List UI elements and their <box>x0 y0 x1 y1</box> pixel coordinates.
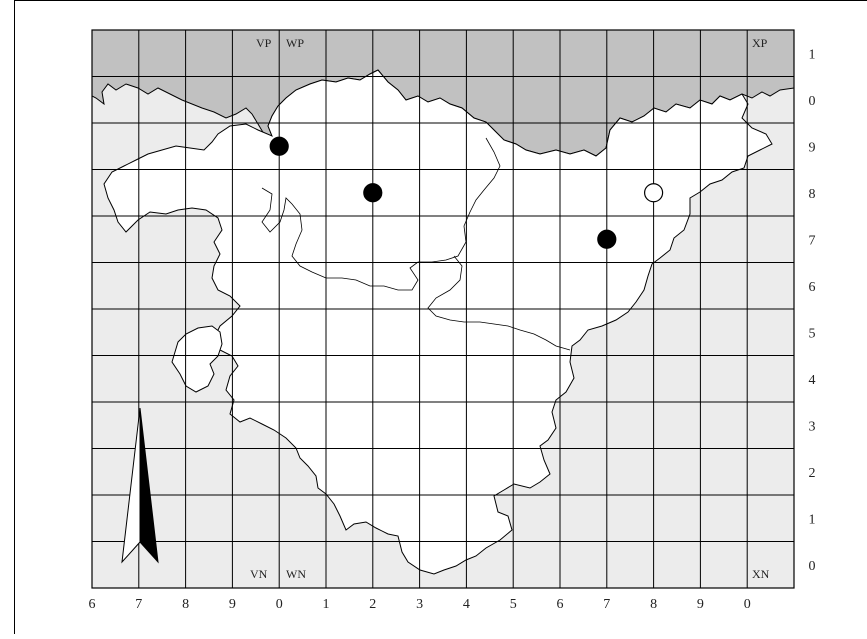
y-axis-label: 7 <box>809 233 816 248</box>
x-axis-label: 0 <box>276 597 283 612</box>
grid-lines <box>92 30 794 588</box>
x-axis-label: 6 <box>557 597 564 612</box>
x-axis-label: 6 <box>89 597 96 612</box>
west-enclave <box>171 325 223 393</box>
record-marker-open <box>643 183 664 203</box>
x-axis-labels: 6 7 8 9 0 1 2 3 4 5 6 7 8 9 0 <box>89 597 751 612</box>
y-axis-label: 5 <box>809 326 816 341</box>
y-axis-label: 1 <box>809 512 816 527</box>
y-axis-label: 9 <box>809 140 816 155</box>
page-border-left <box>14 0 15 634</box>
x-axis-label: 0 <box>744 597 751 612</box>
x-axis-label: 9 <box>697 597 704 612</box>
y-axis-label: 4 <box>809 373 816 388</box>
y-axis-label: 0 <box>809 559 816 574</box>
y-axis-label: 0 <box>809 94 816 109</box>
x-axis-label: 5 <box>510 597 517 612</box>
province-boundary-west <box>261 137 501 291</box>
x-axis-label: 1 <box>323 597 330 612</box>
record-marker-filled <box>363 183 383 203</box>
y-axis-label: 8 <box>809 187 816 202</box>
study-region <box>103 69 773 575</box>
zone-label-wp: WP <box>286 36 304 50</box>
zone-label-xp: XP <box>752 36 768 50</box>
x-axis-label: 7 <box>603 597 610 612</box>
zone-label-xn: XN <box>752 567 770 581</box>
record-marker-filled <box>269 136 289 156</box>
x-axis-label: 2 <box>369 597 376 612</box>
zone-label-vp: VP <box>256 36 272 50</box>
record-marker-filled <box>597 229 617 249</box>
x-axis-label: 9 <box>229 597 236 612</box>
y-axis-label: 1 <box>809 47 816 62</box>
page-border-top <box>14 0 867 1</box>
map-border <box>91 29 795 589</box>
y-axis-label: 2 <box>809 466 816 481</box>
north-arrow-icon <box>121 407 159 564</box>
record-markers <box>269 136 664 249</box>
x-axis-label: 8 <box>650 597 657 612</box>
zone-label-wn: WN <box>286 567 306 581</box>
y-axis-label: 3 <box>809 419 816 434</box>
x-axis-label: 7 <box>135 597 142 612</box>
zone-label-vn: VN <box>250 567 268 581</box>
province-boundary-east <box>427 255 571 351</box>
x-axis-label: 3 <box>416 597 423 612</box>
x-axis-label: 4 <box>463 597 470 612</box>
x-axis-label: 8 <box>182 597 189 612</box>
y-axis-label: 6 <box>809 280 816 295</box>
